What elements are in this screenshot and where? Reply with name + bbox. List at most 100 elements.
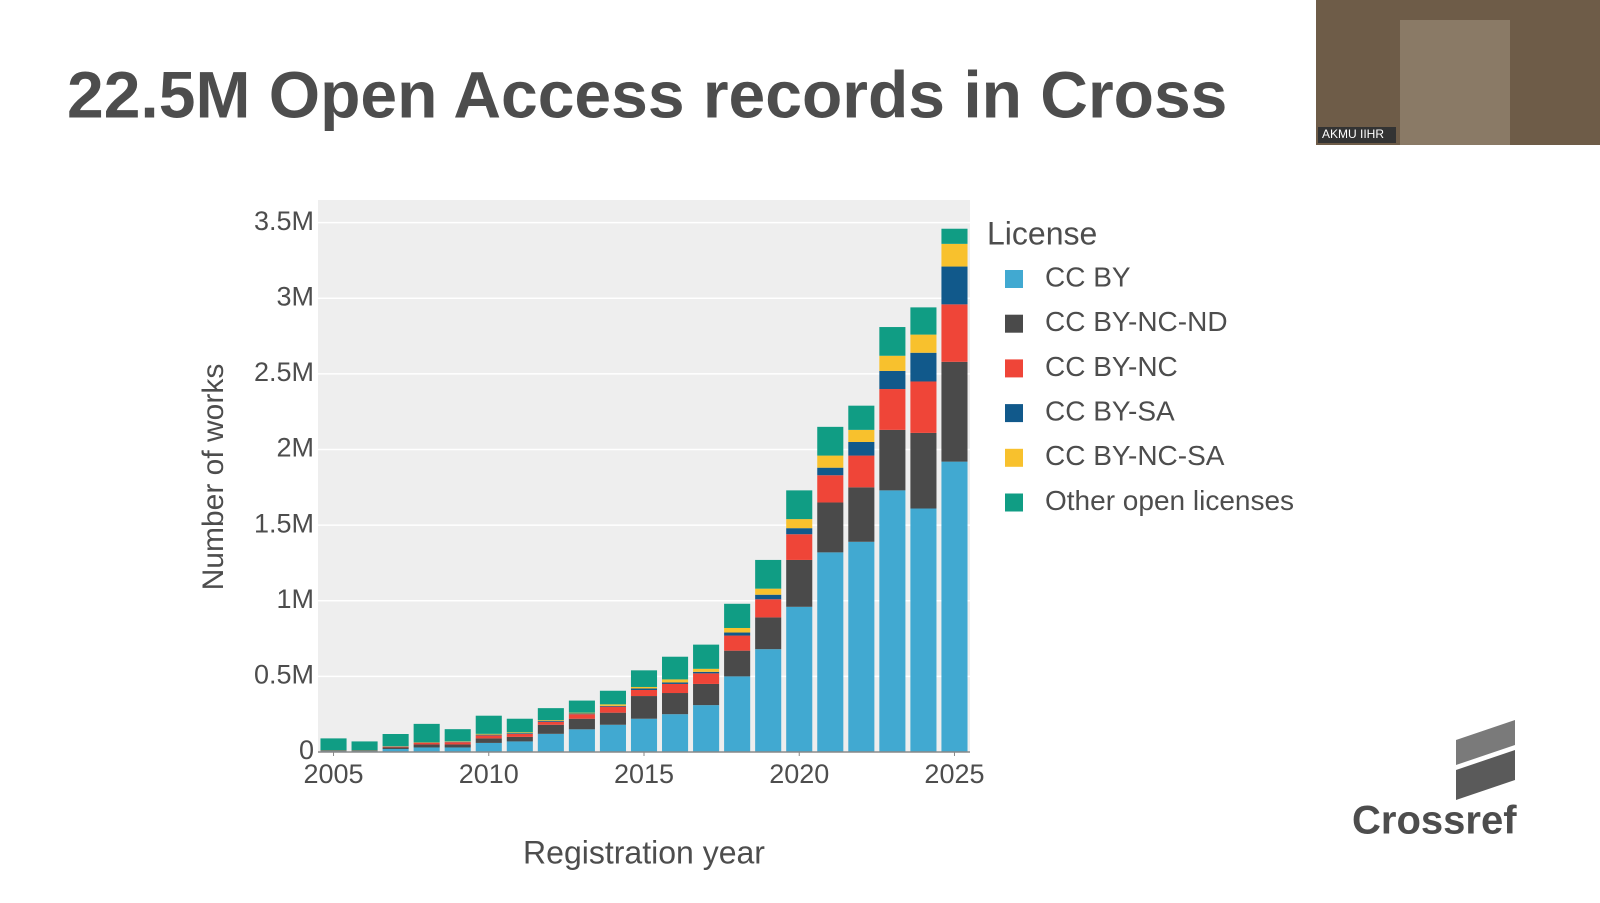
logo-mark (1456, 720, 1515, 765)
bar-segment (662, 683, 689, 694)
legend-swatch (1005, 493, 1023, 512)
bar-segment (786, 490, 813, 520)
bar-segment (599, 712, 626, 725)
bar-segment (910, 381, 937, 433)
legend-label: CC BY (1045, 261, 1131, 292)
bar-segment (382, 746, 409, 748)
video-person (1400, 20, 1510, 145)
y-tick-label: 1M (276, 584, 314, 614)
bar-segment (506, 733, 533, 737)
bar-segment (475, 734, 502, 736)
y-axis-label: Number of works (197, 364, 230, 591)
bar-segment (693, 683, 720, 706)
bar-segment (413, 747, 440, 752)
bar-segment (941, 361, 968, 462)
legend-swatch (1005, 404, 1023, 423)
bar-segment (786, 528, 813, 535)
legend-label: CC BY-NC-SA (1045, 440, 1225, 471)
legend-swatch (1005, 448, 1023, 467)
bar-segment (724, 635, 751, 651)
bar-segment (475, 733, 502, 735)
bar-segment (630, 686, 658, 689)
bar-segment (444, 744, 471, 748)
bar-segment (599, 706, 626, 713)
bar-segment (537, 733, 564, 752)
bar-segment (506, 733, 533, 734)
bar-segment (506, 732, 533, 734)
bar-segment (910, 352, 937, 382)
x-tick-label: 2010 (459, 759, 519, 789)
legend-swatch (1005, 314, 1023, 333)
bar-segment (382, 748, 409, 752)
logo-mark (1456, 750, 1515, 800)
logo-text: Crossref (1352, 799, 1517, 843)
bar-segment (630, 670, 658, 687)
bar-segment (755, 599, 782, 618)
bar-segment (693, 671, 720, 674)
bar-segment (537, 721, 564, 725)
bar-segment (848, 405, 875, 430)
bar-segment (724, 632, 751, 636)
bar-segment (941, 228, 968, 244)
bar-segment (444, 729, 471, 742)
bar-segment (848, 487, 875, 542)
bar-segment (848, 441, 875, 456)
bar-segment (413, 744, 440, 748)
bar-segment (724, 627, 751, 633)
bar-segment (941, 243, 968, 267)
x-tick-label: 2005 (303, 759, 363, 789)
bar-segment (817, 475, 844, 503)
bar-segment (568, 712, 595, 714)
bar-segment (786, 606, 813, 752)
bar-segment (537, 720, 564, 721)
bar-segment (848, 455, 875, 488)
bar-segment (879, 490, 906, 752)
bar-segment (506, 718, 533, 733)
video-label-bg (1318, 127, 1396, 143)
x-axis-label: Registration year (523, 834, 765, 870)
y-tick-label: 1.5M (254, 508, 314, 538)
bar-segment (941, 461, 968, 752)
bar-segment (537, 720, 564, 722)
bar-segment (817, 502, 844, 553)
bar-segment (320, 738, 347, 751)
y-tick-label: 2M (276, 433, 314, 463)
bar-segment (848, 541, 875, 752)
bar-segment (879, 355, 906, 371)
bar-segment (910, 508, 937, 752)
bar-segment (910, 307, 937, 335)
bar-segment (475, 735, 502, 739)
slide-title: 22.5M Open Access records in Cross (67, 57, 1227, 131)
bar-segment (662, 693, 689, 715)
bar-segment (755, 617, 782, 650)
bar-segment (817, 426, 844, 456)
bar-segment (817, 552, 844, 752)
y-tick-label: 0.5M (254, 660, 314, 690)
x-tick-label: 2020 (769, 759, 829, 789)
bar-segment (568, 713, 595, 715)
bar-segment (537, 724, 564, 734)
legend-title: License (987, 215, 1097, 251)
bar-segment (941, 266, 968, 305)
legend-swatch (1005, 270, 1023, 288)
bar-segment (910, 432, 937, 509)
bar-segment (724, 603, 751, 628)
bar-segment (693, 668, 720, 672)
y-tick-label: 2.5M (254, 357, 314, 387)
bar-segment (413, 723, 440, 743)
bar-segment (599, 724, 626, 752)
bar-segment (879, 389, 906, 430)
bar-segment (786, 519, 813, 529)
bar-segment (848, 429, 875, 442)
bar-segment (568, 700, 595, 713)
bar-segment (786, 559, 813, 607)
bar-segment (475, 715, 502, 734)
bar-segment (506, 736, 533, 742)
legend-label: CC BY-NC (1045, 351, 1178, 382)
bar-segment (568, 718, 595, 730)
legend-label: CC BY-SA (1045, 395, 1175, 426)
bar-segment (599, 690, 626, 705)
chart: 0 0.5M 1M 1.5M 2M 2.5M 3M 3.5M 2005 2010 2015 2020 2… (254, 206, 985, 789)
bar-segment (444, 747, 471, 752)
